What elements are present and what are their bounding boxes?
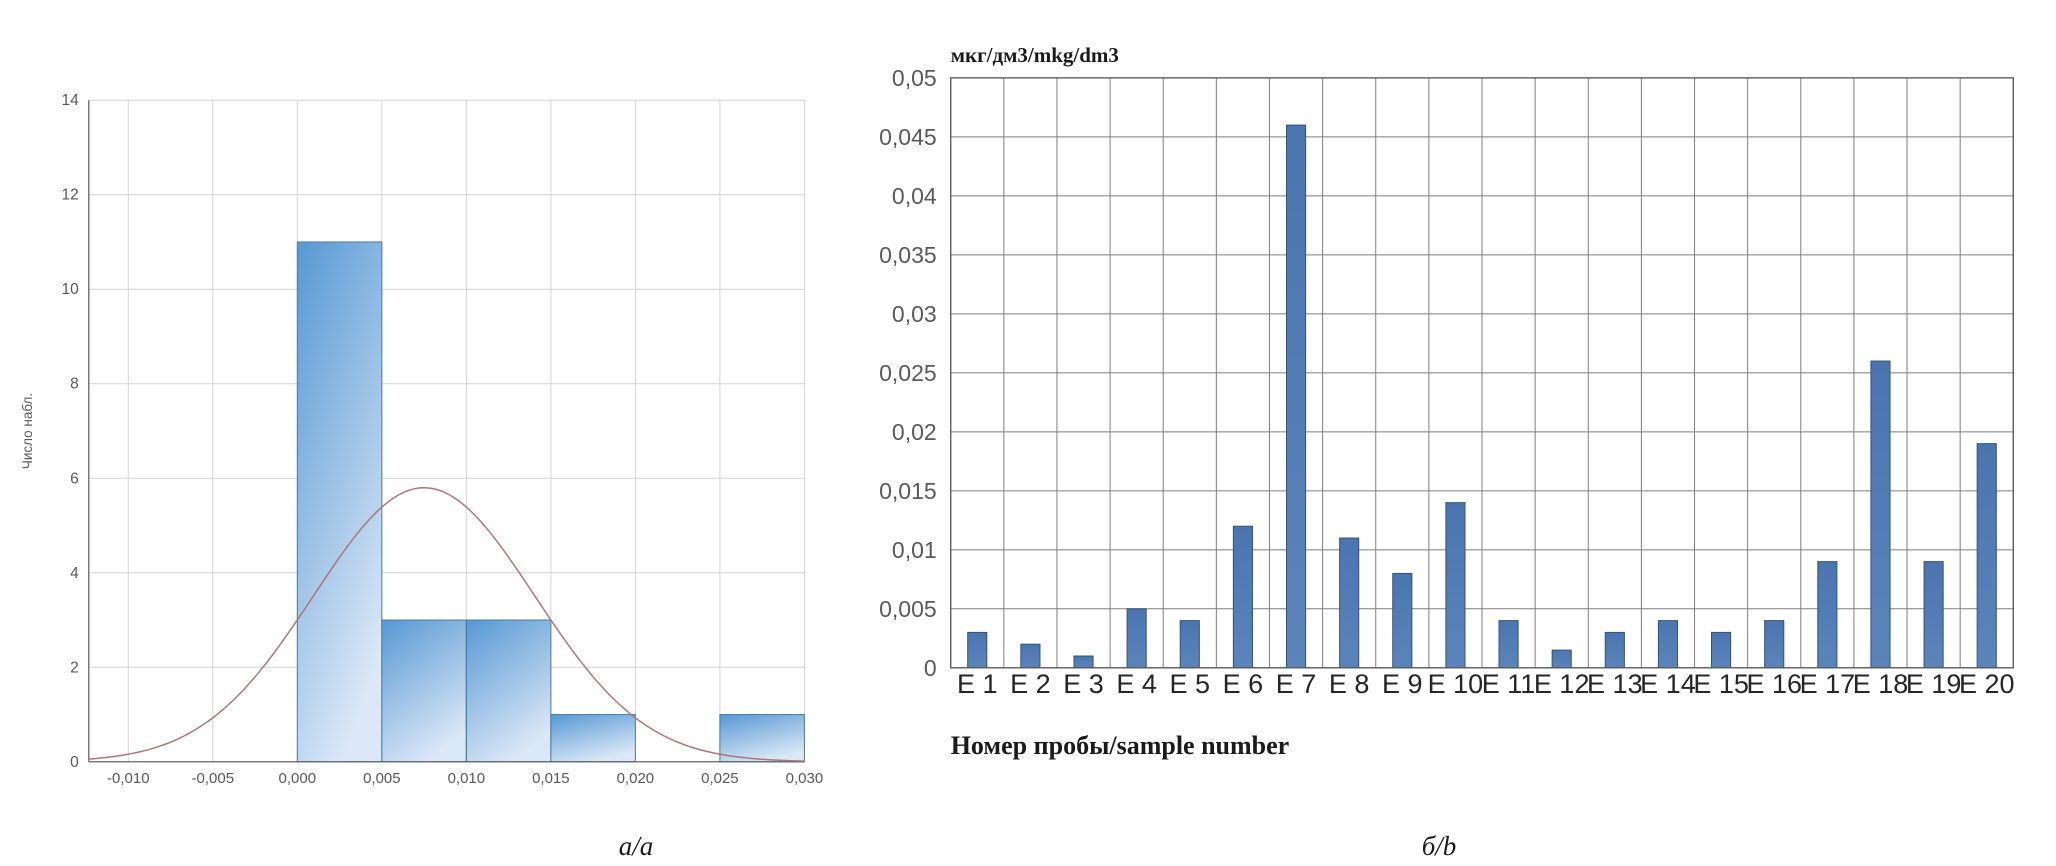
svg-text:0,04: 0,04 <box>892 183 937 209</box>
svg-text:E 17: E 17 <box>1800 669 1856 699</box>
svg-text:E 6: E 6 <box>1223 669 1264 699</box>
svg-text:Число набл.: Число набл. <box>20 393 35 469</box>
svg-text:8: 8 <box>70 376 79 393</box>
svg-text:мкг/дм3/mkg/dm3: мкг/дм3/mkg/dm3 <box>951 43 1119 67</box>
svg-text:0,005: 0,005 <box>363 770 401 787</box>
svg-text:E 1: E 1 <box>957 669 998 699</box>
svg-text:E 20: E 20 <box>1959 669 2015 699</box>
svg-text:б/b: б/b <box>1422 831 1457 861</box>
svg-text:0: 0 <box>924 655 937 681</box>
svg-text:E 4: E 4 <box>1116 669 1157 699</box>
svg-text:E 15: E 15 <box>1693 669 1749 699</box>
svg-text:E 13: E 13 <box>1587 669 1643 699</box>
svg-text:E 18: E 18 <box>1853 669 1909 699</box>
svg-text:E 8: E 8 <box>1329 669 1370 699</box>
svg-text:0,000: 0,000 <box>279 770 317 787</box>
svg-text:E 5: E 5 <box>1170 669 1211 699</box>
svg-text:Номер пробы/sample number: Номер пробы/sample number <box>951 731 1290 760</box>
svg-text:0,035: 0,035 <box>879 242 937 268</box>
svg-text:6: 6 <box>70 470 79 487</box>
svg-text:0,005: 0,005 <box>879 596 937 622</box>
svg-text:E 2: E 2 <box>1010 669 1051 699</box>
svg-text:E 3: E 3 <box>1063 669 1104 699</box>
svg-text:E 14: E 14 <box>1640 669 1696 699</box>
svg-text:E 19: E 19 <box>1906 669 1962 699</box>
svg-text:2: 2 <box>70 659 79 676</box>
svg-text:0,025: 0,025 <box>701 770 739 787</box>
svg-text:E 12: E 12 <box>1534 669 1590 699</box>
svg-text:0,025: 0,025 <box>879 360 937 386</box>
svg-text:0,015: 0,015 <box>879 478 937 504</box>
svg-text:E 11: E 11 <box>1482 669 1536 699</box>
svg-text:а/a: а/a <box>619 831 654 861</box>
svg-text:0,015: 0,015 <box>532 770 570 787</box>
svg-text:E 7: E 7 <box>1276 669 1317 699</box>
svg-text:E 10: E 10 <box>1428 669 1484 699</box>
svg-text:0,01: 0,01 <box>892 537 937 563</box>
svg-text:0,045: 0,045 <box>879 124 937 150</box>
svg-text:0,010: 0,010 <box>448 770 486 787</box>
svg-text:-0,005: -0,005 <box>192 770 235 787</box>
svg-text:12: 12 <box>62 187 79 204</box>
svg-text:E 16: E 16 <box>1746 669 1802 699</box>
svg-text:-0,010: -0,010 <box>107 770 150 787</box>
svg-text:10: 10 <box>62 281 80 298</box>
svg-text:0,05: 0,05 <box>892 65 937 91</box>
svg-text:0,02: 0,02 <box>892 419 937 445</box>
svg-text:0,03: 0,03 <box>892 301 937 327</box>
svg-text:0,030: 0,030 <box>786 770 824 787</box>
svg-text:E 9: E 9 <box>1382 669 1423 699</box>
svg-text:0: 0 <box>70 754 79 771</box>
svg-text:4: 4 <box>70 565 79 582</box>
svg-text:14: 14 <box>62 92 80 109</box>
svg-text:0,020: 0,020 <box>617 770 655 787</box>
